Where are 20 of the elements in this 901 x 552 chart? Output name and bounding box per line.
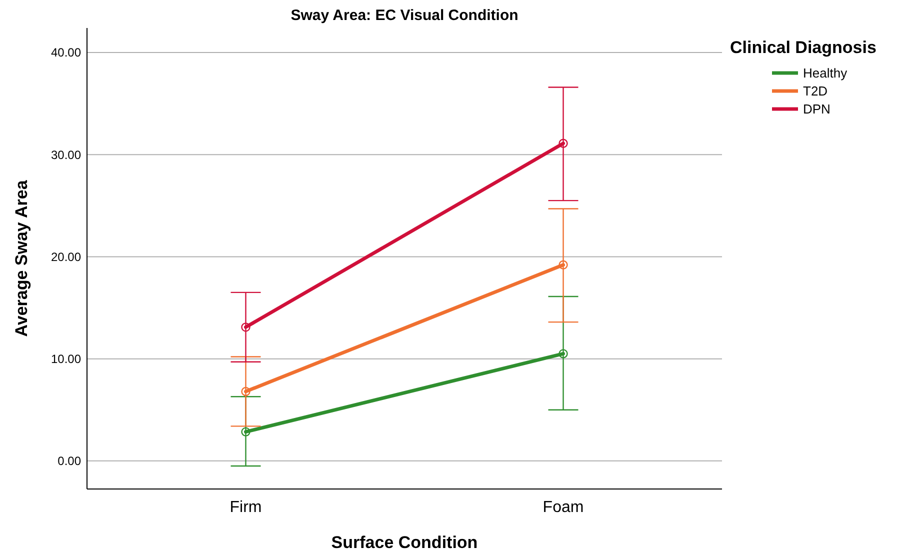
y-tick-label: 10.00: [50, 352, 82, 366]
point: [558, 138, 568, 148]
legend-title: Clinical Diagnosis: [730, 38, 876, 57]
legend-label: DPN: [803, 102, 830, 117]
y-tick-label: 20.00: [50, 250, 82, 264]
x-tick-label: Foam: [542, 499, 584, 516]
y-tick-label: 0.00: [58, 454, 82, 468]
point: [558, 349, 568, 358]
x-tick-label: Firm: [230, 499, 262, 516]
y-tick-label: 40.00: [50, 46, 82, 60]
legend-label: T2D: [803, 84, 828, 99]
legend-label: Healthy: [803, 66, 848, 81]
chart-title: Sway Area: EC Visual Condition: [290, 7, 518, 24]
point: [241, 427, 250, 436]
point: [241, 322, 250, 332]
y-axis-title: Average Sway Area: [12, 180, 31, 337]
point: [558, 260, 568, 270]
y-tick-label: 30.00: [50, 148, 82, 162]
x-axis-title: Surface Condition: [331, 533, 478, 552]
point: [241, 386, 250, 396]
